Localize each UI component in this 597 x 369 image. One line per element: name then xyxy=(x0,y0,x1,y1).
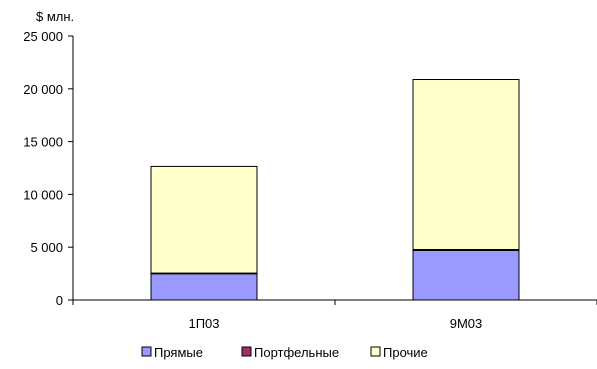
y-tick-label: 10 000 xyxy=(23,187,63,202)
legend-label: Прочие xyxy=(383,345,428,360)
legend-swatch xyxy=(370,346,381,357)
y-tick-label: 15 000 xyxy=(23,135,63,150)
bar-segment xyxy=(412,249,520,301)
bar-segment xyxy=(150,273,258,301)
y-tick-label: 5 000 xyxy=(30,240,63,255)
legend-label: Портфельные xyxy=(254,345,339,360)
legend-label: Прямые xyxy=(154,345,203,360)
bar-segment xyxy=(412,79,520,251)
x-category-label: 1П03 xyxy=(188,316,219,331)
y-tick-label: 20 000 xyxy=(23,82,63,97)
x-category-label: 9М03 xyxy=(450,316,483,331)
legend-swatch xyxy=(141,346,152,357)
y-tick-label: 0 xyxy=(56,293,63,308)
legend: Прямые Портфельные Прочие xyxy=(141,345,428,360)
legend-swatch xyxy=(241,346,252,357)
y-axis-unit-label: $ млн. xyxy=(36,9,74,24)
bar-segment xyxy=(150,165,258,274)
plot-area: 0 5 000 10 000 15 000 20 000 25 000 1П03 9М03 xyxy=(23,29,597,331)
y-tick-label: 25 000 xyxy=(23,29,63,44)
